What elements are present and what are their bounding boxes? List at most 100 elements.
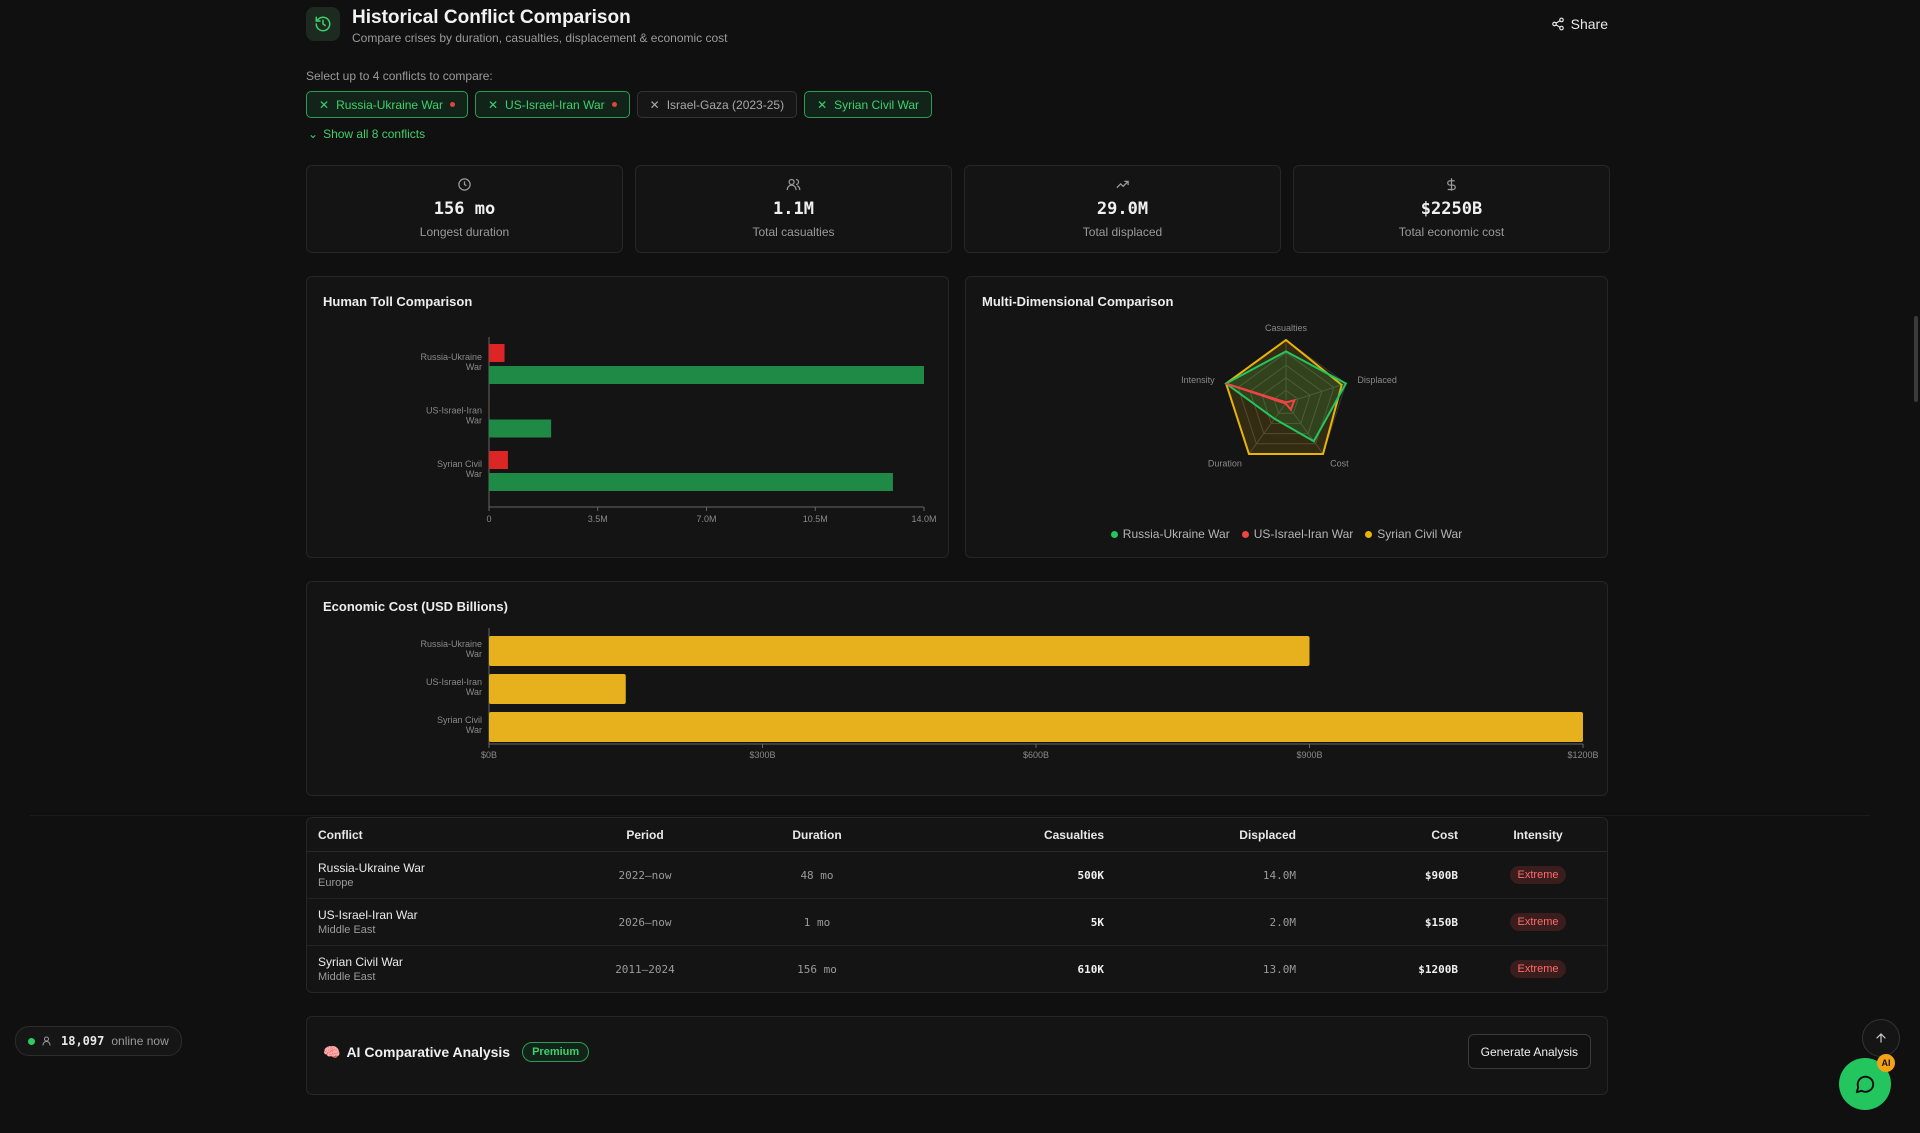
dollar-icon — [1447, 178, 1456, 191]
ai-analysis-panel: 🧠 AI Comparative Analysis Premium Genera… — [306, 1016, 1608, 1095]
radar-spoke — [1285, 383, 1347, 404]
chip-label: Syrian Civil War — [834, 97, 920, 112]
x-tick-label: 3.5M — [588, 514, 608, 524]
premium-badge: Premium — [522, 1042, 590, 1062]
legend-item: Syrian Civil War — [1365, 527, 1462, 541]
conflict-name: US-Israel-Iran War — [318, 908, 418, 922]
radar-grid-ring — [1249, 364, 1323, 435]
ai-analysis-title: 🧠 AI Comparative Analysis Premium — [323, 1042, 590, 1062]
online-indicator: 18,097 online now — [15, 1026, 182, 1056]
legend-swatch — [1110, 530, 1118, 538]
category-label: Syrian Civil War — [437, 459, 482, 479]
cost-bar — [489, 712, 1583, 742]
table-row[interactable]: Russia-Ukraine War Europe 2022–now 48 mo … — [307, 851, 1607, 899]
radar-axis-label: Displaced — [1357, 375, 1397, 385]
table-row[interactable]: Syrian Civil War Middle East 2011–2024 15… — [307, 946, 1607, 993]
generate-analysis-button[interactable]: Generate Analysis — [1467, 1034, 1591, 1069]
users-icon — [42, 1036, 51, 1046]
history-icon — [306, 7, 340, 41]
section-divider — [30, 815, 1870, 816]
duration-cell: 1 mo — [711, 898, 923, 946]
chip-russia-ukraine[interactable]: ✕ Russia-Ukraine War — [306, 91, 468, 118]
chevron-down-icon: ⌄ — [308, 127, 319, 141]
online-label: online now — [111, 1034, 169, 1048]
period-cell: 2022–now — [579, 851, 711, 899]
col-cost[interactable]: Cost — [1307, 818, 1469, 852]
brain-icon: 🧠 — [323, 1043, 341, 1060]
casualties-bar — [489, 451, 508, 469]
share-icon — [1551, 17, 1564, 31]
col-duration[interactable]: Duration — [711, 818, 923, 852]
ai-badge: AI — [1877, 1054, 1895, 1072]
comparison-table: Conflict Period Duration Casualties Disp… — [306, 817, 1608, 993]
radar-axis-label: Casualties — [1265, 323, 1308, 333]
col-conflict[interactable]: Conflict — [307, 818, 579, 852]
legend-label: US-Israel-Iran War — [1253, 527, 1354, 541]
conflict-name: Syrian Civil War — [318, 955, 403, 969]
swords-icon: ✕ — [319, 97, 330, 112]
conflict-chips: ✕ Russia-Ukraine War ✕ US-Israel-Iran Wa… — [306, 91, 933, 118]
cost-cell: $150B — [1307, 898, 1469, 946]
chat-icon — [1855, 1075, 1875, 1094]
casualties-cell: 610K — [1077, 962, 1105, 976]
radar-axis-label: Intensity — [1181, 375, 1215, 385]
x-tick-label: 10.5M — [803, 514, 828, 524]
table-header-row: Conflict Period Duration Casualties Disp… — [307, 818, 1607, 852]
scrollbar[interactable] — [1914, 316, 1918, 402]
radar-spoke — [1285, 402, 1324, 455]
col-intensity[interactable]: Intensity — [1469, 818, 1607, 852]
cost-bar — [489, 636, 1310, 666]
displaced-cell: 14.0M — [1115, 851, 1307, 899]
duration-cell: 48 mo — [711, 851, 923, 899]
category-label: US-Israel-Iran War — [426, 406, 482, 426]
stat-value: $2250B — [1420, 199, 1483, 219]
scroll-to-top-button[interactable] — [1862, 1019, 1900, 1057]
share-label: Share — [1570, 16, 1608, 32]
radar-spoke — [1248, 402, 1287, 455]
stat-card-casualties: 1.1M Total casualties — [635, 165, 952, 253]
radar-grid-ring — [1237, 351, 1335, 445]
radar-grid-ring — [1261, 377, 1311, 424]
show-all-label: Show all 8 conflicts — [323, 127, 426, 141]
economic-cost-panel: Economic Cost (USD Billions) Russia-Ukra… — [306, 581, 1608, 796]
chip-israel-gaza[interactable]: ✕ Israel-Gaza (2023-25) — [636, 91, 798, 118]
trending-up-icon — [1116, 180, 1129, 189]
stat-label: Longest duration — [419, 225, 510, 239]
page-subtitle: Compare crises by duration, casualties, … — [352, 31, 728, 45]
stat-card-cost: $2250B Total economic cost — [1293, 165, 1610, 253]
category-label: Syrian Civil War — [437, 715, 482, 735]
live-indicator — [611, 102, 617, 107]
chip-syrian-civil-war[interactable]: ✕ Syrian Civil War — [804, 91, 933, 118]
chip-us-israel-iran[interactable]: ✕ US-Israel-Iran War — [474, 91, 630, 118]
stat-value: 156 mo — [433, 199, 496, 219]
col-casualties[interactable]: Casualties — [923, 818, 1115, 852]
chip-label: US-Israel-Iran War — [505, 97, 605, 112]
radar-axis-label: Cost — [1330, 459, 1349, 469]
stat-card-duration: 156 mo Longest duration — [306, 165, 623, 253]
x-tick-label: $300B — [749, 750, 775, 760]
stats-row: 156 mo Longest duration 1.1M Total casua… — [306, 165, 1610, 253]
table-row[interactable]: US-Israel-Iran War Middle East 2026–now 1… — [307, 898, 1607, 946]
category-label: Russia-Ukraine War — [420, 352, 482, 372]
legend-swatch — [1241, 530, 1249, 538]
intensity-badge: Extreme — [1509, 866, 1567, 884]
show-all-conflicts-link[interactable]: ⌄ Show all 8 conflicts — [308, 127, 425, 141]
share-button[interactable]: Share — [1551, 13, 1608, 35]
swords-icon: ✕ — [487, 97, 499, 112]
period-cell: 2026–now — [579, 898, 711, 946]
duration-cell: 156 mo — [797, 962, 837, 976]
intensity-badge: Extreme — [1509, 960, 1567, 978]
x-tick-label: 0 — [486, 514, 491, 524]
displaced-bar — [489, 473, 893, 491]
x-tick-label: $600B — [1023, 750, 1049, 760]
x-tick-label: $0B — [481, 750, 497, 760]
x-tick-label: $1200B — [1567, 750, 1598, 760]
live-indicator — [449, 102, 455, 107]
online-dot — [28, 1037, 35, 1045]
cost-cell: $1200B — [1418, 962, 1458, 976]
col-period[interactable]: Period — [579, 818, 711, 852]
x-tick-label: 7.0M — [696, 514, 716, 524]
displaced-cell: 2.0M — [1115, 898, 1307, 946]
col-displaced[interactable]: Displaced — [1115, 818, 1307, 852]
cost-cell: $900B — [1307, 851, 1469, 899]
